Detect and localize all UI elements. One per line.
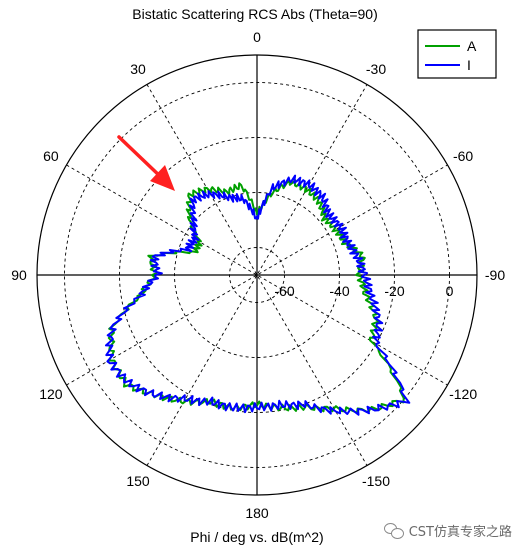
angle-tick-label: -120 [449,386,477,402]
radial-tick-labels: -60 -40 -20 0 [274,283,453,299]
angle-tick-label: 0 [253,29,261,45]
grid-spoke [66,164,448,386]
angle-tick-label: 150 [126,473,150,489]
polar-grid [36,54,478,496]
angle-tick-label: -90 [485,267,505,283]
legend-label-i: I [467,57,471,73]
legend-label-a: A [467,38,477,54]
angle-tick-label: 30 [130,61,146,77]
grid-spoke [146,84,368,466]
angle-tick-label: 180 [245,505,269,521]
angle-tick-label: -150 [362,473,390,489]
angle-tick-label: -60 [453,148,473,164]
series-traces [105,174,411,416]
x-axis-label: Phi / deg vs. dB(m^2) [190,529,323,545]
radial-tick-label: -40 [329,283,349,299]
angle-tick-label: 120 [39,386,63,402]
angle-tick-label: 60 [43,148,59,164]
radial-tick-label: -20 [384,283,404,299]
angle-tick-label: -30 [366,61,386,77]
watermark: CST仿真专家之路 [383,521,512,540]
series-line-a [107,179,405,414]
radial-tick-label: -60 [274,283,294,299]
watermark-text: CST仿真专家之路 [408,525,512,540]
red-arrow-icon [117,135,175,191]
grid-spoke [66,164,448,386]
chart-title: Bistatic Scattering RCS Abs (Theta=90) [132,6,378,22]
radial-tick-label: 0 [446,283,454,299]
angle-tick-labels: 0 -30 -60 -90 -120 -150 180 150 120 90 60 30 [11,29,505,521]
angle-tick-label: 90 [11,267,27,283]
wechat-icon [383,522,404,539]
legend: A I [417,29,497,79]
series-line-i [105,174,411,416]
legend-box [417,29,497,79]
